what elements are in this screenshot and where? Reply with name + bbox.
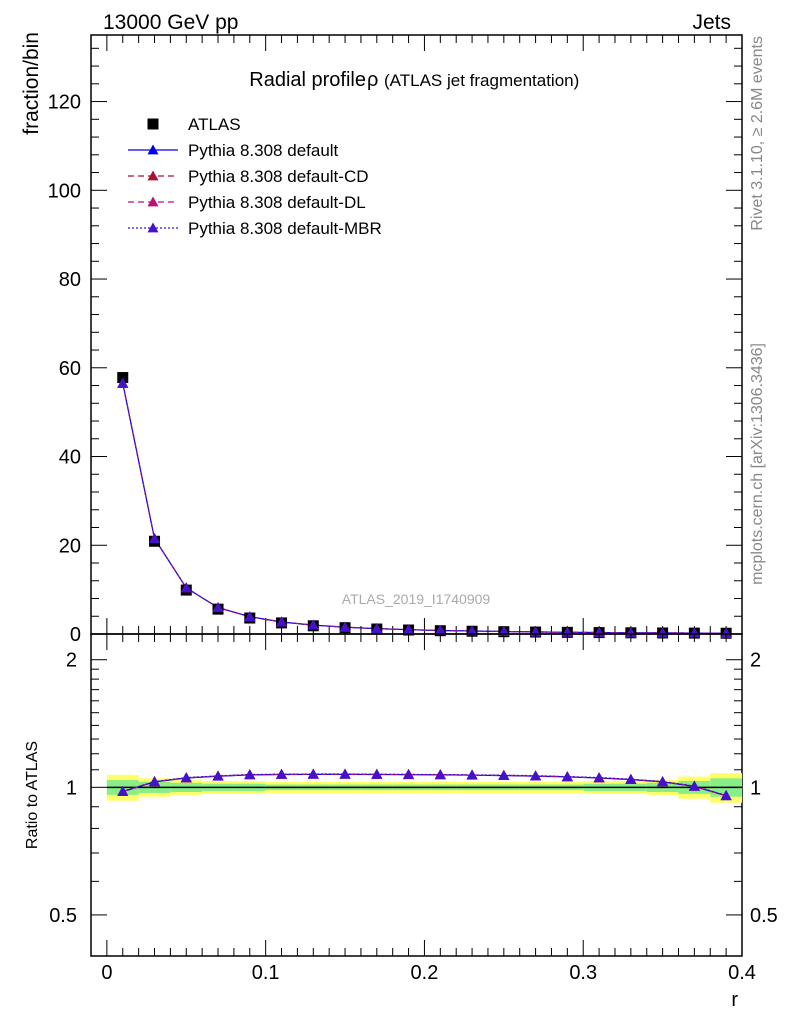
x-tick-label: 0.3 <box>569 962 597 984</box>
ratio-marker-mbr <box>276 768 288 779</box>
ratio-marker-mbr <box>530 770 542 781</box>
main-y-tick-label: 120 <box>48 92 81 114</box>
ratio-panel: 0.5 0.5 1 1 2 2 0 0.1 0.2 0.3 0.4 Ratio to ATLAS r <box>24 633 778 1011</box>
marker-mbr <box>244 611 256 622</box>
marker-mbr <box>276 616 288 627</box>
marker-mbr <box>466 625 478 636</box>
data-point-atlas <box>117 372 129 384</box>
header-energy: 13000 GeV pp <box>103 11 238 34</box>
ratio-marker-mbr <box>498 769 510 780</box>
marker-mbr <box>403 624 415 635</box>
ratio-y-tick-label-right: 1 <box>750 777 761 799</box>
watermark: ATLAS_2019_I1740909 <box>342 591 491 607</box>
legend-label-mbr: Pythia 8.308 default-MBR <box>188 219 382 238</box>
marker-mbr <box>307 619 319 630</box>
ratio-uncertainty-band <box>106 773 742 803</box>
ratio-y-tick-label-right: 2 <box>750 650 761 672</box>
legend-label-default: Pythia 8.308 default <box>188 141 339 160</box>
chart-title-sub: (ATLAS jet fragmentation) <box>384 71 579 90</box>
ratio-line-mbr <box>122 773 727 796</box>
ratio-marker-mbr <box>371 768 383 779</box>
marker-mbr <box>180 582 192 593</box>
marker-mbr <box>371 623 383 634</box>
main-y-tick-label: 100 <box>48 180 81 202</box>
chart-title-main: Radial profile <box>249 69 366 91</box>
ratio-y-tick-label: 0.5 <box>49 905 77 927</box>
x-tick-label: 0.4 <box>728 962 756 984</box>
marker-mbr <box>212 602 224 612</box>
main-panel: 0 20 40 60 80 100 120 Radial profile ρ (ATLAS … <box>20 32 743 646</box>
main-y-tick-label: 20 <box>59 535 81 557</box>
legend-marker-mbr <box>147 222 159 233</box>
main-y-axis-label: fraction/bin <box>20 32 43 135</box>
ratio-marker-mbr <box>593 772 605 783</box>
rivet-label: Rivet 3.1.10, ≥ 2.6M events <box>749 36 766 231</box>
ratio-marker-mbr <box>244 769 256 779</box>
legend-marker-cd <box>147 170 159 181</box>
legend-label-cd: Pythia 8.308 default-CD <box>188 167 369 186</box>
marker-mbr <box>657 627 669 638</box>
ratio-y-tick-label: 2 <box>66 650 77 672</box>
ratio-marker-mbr <box>561 771 573 781</box>
x-axis-label: r <box>731 989 738 1011</box>
legend-marker-default <box>147 144 159 155</box>
ratio-y-tick-label: 1 <box>66 777 77 799</box>
main-y-tick-label: 80 <box>59 269 81 291</box>
ratio-marker-mbr <box>434 769 446 779</box>
main-y-tick-label: 60 <box>59 358 81 380</box>
main-y-tick-label: 40 <box>59 447 81 469</box>
ratio-y-axis-label: Ratio to ATLAS <box>24 741 41 849</box>
marker-mbr <box>434 624 446 635</box>
ratio-marker-mbr <box>657 776 669 786</box>
x-tick-label: 0 <box>101 962 112 984</box>
ratio-marker-mbr <box>117 785 129 796</box>
marker-mbr <box>149 533 161 544</box>
marker-mbr <box>117 377 129 388</box>
ratio-marker-mbr <box>307 768 319 779</box>
legend: ATLAS Pythia 8.308 default Pythia 8.308 de… <box>128 115 382 238</box>
ratio-marker-mbr <box>149 776 161 786</box>
mcplots-label: mcplots.cern.ch [arXiv:1306.3436] <box>749 343 766 585</box>
ratio-y-tick-label-right: 0.5 <box>750 905 778 927</box>
x-tick-label: 0.1 <box>252 962 280 984</box>
ratio-axis-ticks: 0.5 0.5 1 1 2 2 0 0.1 0.2 0.3 0.4 <box>49 634 778 984</box>
ratio-marker-mbr <box>180 772 192 783</box>
ratio-series-group <box>117 768 732 801</box>
ratio-marker-mbr <box>339 768 351 779</box>
ratio-marker-mbr <box>212 770 224 781</box>
main-y-tick-label: 0 <box>70 624 81 646</box>
legend-marker-dl <box>147 196 159 207</box>
legend-label-data: ATLAS <box>188 115 241 134</box>
header-category: Jets <box>692 11 731 34</box>
x-tick-label: 0.2 <box>411 962 439 984</box>
ratio-frame <box>90 633 743 957</box>
ratio-marker-mbr <box>720 789 732 800</box>
ratio-marker-mbr <box>403 768 415 779</box>
ratio-marker-mbr <box>466 769 478 780</box>
chart-title-symbol: ρ <box>367 69 378 91</box>
ratio-marker-mbr <box>688 780 700 791</box>
marker-mbr <box>720 627 732 638</box>
ratio-marker-mbr <box>625 773 637 784</box>
marker-mbr <box>688 627 700 638</box>
legend-marker-atlas <box>147 118 159 130</box>
marker-mbr <box>339 621 351 632</box>
legend-label-dl: Pythia 8.308 default-DL <box>188 193 366 212</box>
